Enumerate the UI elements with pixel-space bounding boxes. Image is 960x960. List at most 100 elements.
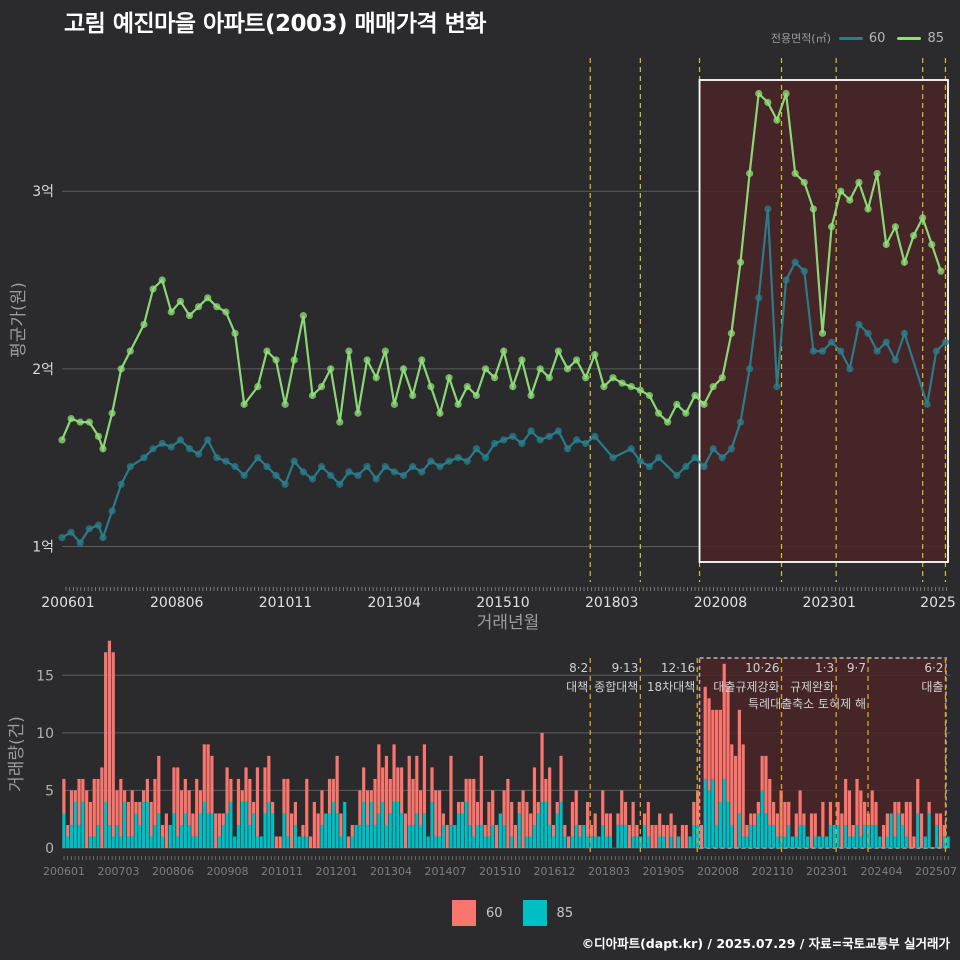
bar-60 [100, 767, 104, 848]
data-point-60 [627, 445, 635, 453]
bar-60 [437, 790, 442, 837]
bar-85 [111, 836, 115, 848]
bar-60 [206, 744, 210, 814]
bar-60 [66, 824, 70, 837]
bar-85 [726, 801, 730, 848]
policy-name-label: 규제완화 [790, 680, 834, 694]
data-point-85 [618, 379, 626, 387]
data-point-60 [782, 276, 790, 284]
bar-60 [760, 755, 764, 791]
bar-60 [179, 790, 184, 825]
data-point-85 [281, 400, 289, 408]
bar-60 [608, 813, 612, 837]
bar-85 [551, 836, 556, 848]
bar-y-axis-title: 거래량(건) [7, 716, 27, 792]
bar-85 [832, 824, 836, 848]
data-point-60 [117, 480, 125, 488]
bar-85 [66, 836, 70, 848]
bar-85 [464, 801, 468, 848]
bar-60 [278, 836, 282, 848]
bar-85 [616, 824, 620, 848]
bar-85 [358, 824, 362, 848]
bar-85 [415, 813, 419, 848]
bar-85 [669, 836, 673, 848]
bar-85 [544, 801, 548, 848]
bar-60 [176, 767, 180, 837]
data-point-85 [185, 311, 194, 320]
bar-85 [407, 824, 411, 848]
bar-85 [768, 824, 772, 848]
data-point-60 [500, 436, 508, 444]
bar-85 [225, 813, 229, 848]
bar-x-tick-label: 202008 [697, 865, 739, 878]
bar-85 [320, 824, 324, 848]
bar-85 [825, 836, 829, 848]
bar-x-tick-label: 201304 [370, 865, 412, 878]
bar-legend-swatch-85 [522, 900, 547, 926]
bar-60 [388, 778, 392, 814]
bar-60 [859, 790, 863, 837]
data-point-85 [746, 169, 754, 178]
data-point-85 [591, 351, 599, 359]
data-point-60 [700, 462, 708, 471]
bar-85 [817, 836, 821, 848]
data-point-60 [563, 445, 572, 453]
bar-60 [764, 755, 768, 814]
bar-85 [255, 836, 260, 848]
data-point-60 [682, 462, 690, 471]
data-point-85 [336, 418, 344, 426]
bar-85 [897, 813, 901, 848]
bar-60 [187, 790, 191, 825]
data-point-85 [900, 258, 909, 266]
data-point-60 [231, 462, 239, 471]
data-point-60 [518, 439, 526, 448]
bar-60 [400, 767, 404, 814]
bar-x-tick-label: 200806 [152, 865, 194, 878]
data-point-85 [919, 214, 927, 222]
data-point-60 [372, 475, 380, 483]
data-point-85 [563, 365, 572, 373]
bar-85 [498, 813, 502, 848]
bar-60 [692, 801, 696, 825]
bar-60 [919, 813, 924, 848]
bar-y-tick-label: 0 [45, 841, 54, 857]
data-point-60 [195, 450, 203, 458]
bar-85 [271, 813, 275, 848]
bar-85 [134, 813, 138, 848]
bar-60 [897, 801, 901, 814]
bar-85 [900, 824, 905, 848]
bar-85 [745, 836, 749, 848]
bar-60 [893, 801, 897, 837]
bar-60 [358, 790, 362, 825]
bar-y-tick-label: 15 [36, 668, 54, 684]
bar-60 [707, 698, 711, 791]
bar-60 [362, 767, 366, 802]
bar-60 [119, 778, 123, 837]
bar-85 [563, 836, 567, 848]
bar-85 [92, 836, 96, 848]
bar-60 [81, 778, 85, 802]
bar-85 [419, 824, 423, 848]
data-point-60 [923, 400, 931, 408]
data-point-85 [691, 391, 699, 400]
data-point-85 [85, 418, 93, 426]
bar-60 [396, 767, 400, 802]
bar-85 [783, 836, 787, 848]
data-point-60 [554, 427, 562, 435]
bar-60 [718, 709, 723, 802]
data-point-60 [891, 356, 899, 364]
bar-60 [870, 790, 874, 825]
data-point-85 [909, 232, 918, 240]
bar-85 [510, 836, 514, 848]
bar-60 [885, 813, 889, 837]
bar-85 [365, 824, 370, 848]
bar-85 [377, 813, 381, 848]
data-point-85 [99, 445, 107, 453]
policy-date-label: 9·13 [612, 661, 639, 675]
y-tick-label: 3억 [32, 184, 54, 200]
bar-85 [96, 824, 100, 848]
data-point-85 [67, 414, 75, 423]
data-point-60 [882, 338, 890, 346]
bar-60 [513, 824, 518, 848]
bar-85 [904, 836, 908, 848]
